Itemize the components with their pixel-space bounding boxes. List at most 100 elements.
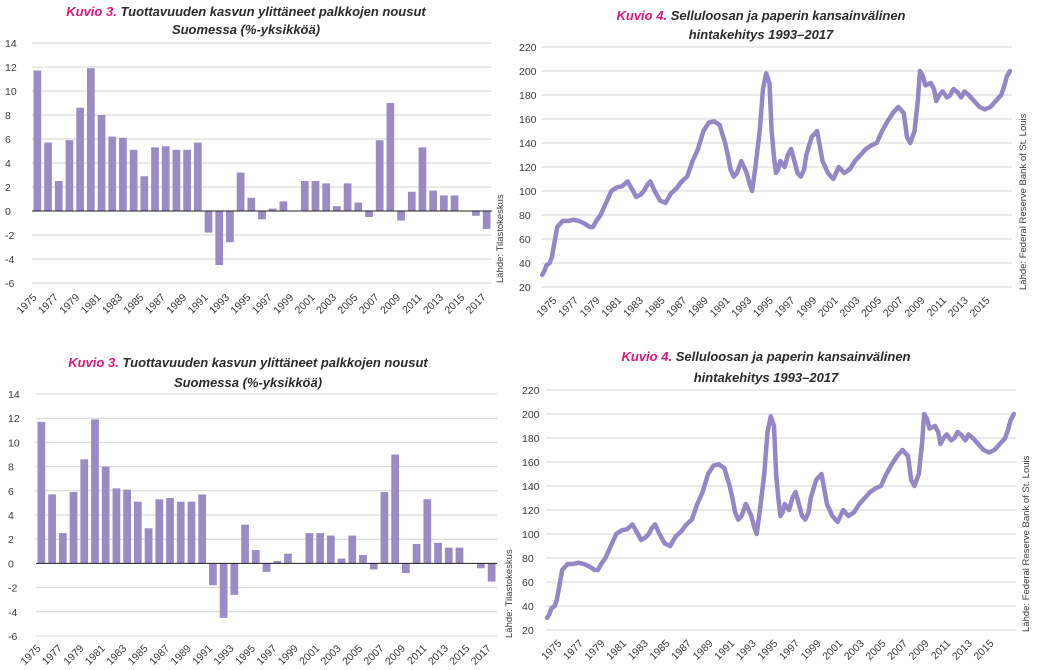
x-tick-label: 1995 [228,292,253,317]
bar-1987 [166,498,174,564]
y-tick-label: -2 [8,583,17,595]
bar-chart-top: Kuvio 3. Tuottavuuden kasvun ylittäneet … [5,4,506,317]
y-tick-label: 80 [519,210,531,222]
x-tick-label: 2015 [447,643,472,668]
x-tick-label: 2003 [842,638,867,663]
x-tick-label: 1989 [691,638,716,663]
y-tick-label: 20 [522,625,534,637]
x-tick-label: 1999 [276,643,301,668]
chart-panel-productivity-top: Kuvio 3. Tuottavuuden kasvun ylittäneet … [0,0,515,335]
bar-2004 [348,535,357,564]
y-tick-label: 60 [519,234,531,246]
x-tick-label: 2009 [907,638,932,663]
x-tick-label: 2003 [319,643,344,668]
y-tick-label: -4 [8,607,17,619]
x-tick-label: 1991 [186,292,211,317]
bar-1979 [76,107,84,211]
x-tick-label: 2015 [967,295,992,320]
y-tick-label: -6 [8,631,17,643]
x-tick-label: 1975 [539,638,564,663]
x-tick-label: 2011 [400,292,425,317]
bar-1992 [219,563,228,618]
bar-2002 [326,535,335,564]
bar-1975 [37,421,46,564]
y-tick-label: 0 [8,558,14,570]
chart-figure-number: Kuvio 4. [622,349,673,364]
x-tick-label: 2005 [335,292,360,317]
x-tick-label: 2001 [820,638,845,663]
x-tick-label: 1991 [190,643,215,668]
y-tick-label: 180 [522,433,540,445]
y-tick-label: 12 [5,62,17,74]
x-tick-label: 1997 [250,292,275,317]
bar-1976 [48,494,56,564]
bar-2005 [359,554,367,564]
x-tick-label: 2007 [881,295,906,320]
bar-2007 [375,140,384,211]
y-tick-label: 160 [522,457,540,469]
bar-2009 [397,211,405,221]
x-tick-label: 2003 [314,292,339,317]
chart-figure-number: Kuvio 4. [617,8,668,23]
bar-1990 [198,494,207,564]
x-tick-label: 1983 [104,643,129,668]
x-tick-label: 2011 [405,643,430,668]
x-tick-label: 1987 [669,638,694,663]
x-tick-label: 1975 [14,292,39,317]
bar-1990 [193,142,202,211]
x-tick-label: 1995 [751,295,776,320]
bar-1978 [65,140,74,211]
x-tick-label: 2005 [863,638,888,663]
bar-1976 [44,142,52,211]
bar-1996 [262,563,271,572]
y-tick-label: 14 [8,389,20,401]
bar-2014 [455,547,464,564]
y-tick-label: 2 [5,182,11,194]
x-tick-label: 1987 [664,295,689,320]
x-tick-label: 1995 [755,638,780,663]
chart-title: Kuvio 4. Selluloosan ja paperin kansainv… [622,349,911,364]
line-chart-top: Kuvio 4. Selluloosan ja paperin kansainv… [519,8,1029,320]
y-tick-label: 20 [519,282,531,294]
x-tick-label: 1979 [57,292,82,317]
y-tick-label: 4 [8,510,14,522]
x-tick-label: 1975 [534,295,559,320]
bar-1984 [129,149,138,211]
y-tick-label: 10 [8,437,20,449]
bar-1984 [133,501,142,564]
bar-1993 [226,211,234,243]
bar-2005 [354,202,363,211]
chart-title: Kuvio 3. Tuottavuuden kasvun ylittäneet … [68,355,428,370]
bar-2011 [418,147,427,211]
y-tick-label: 12 [8,413,20,425]
x-tick-label: 1977 [36,292,61,317]
bar-1989 [187,501,196,564]
series-line [544,411,1017,621]
x-tick-label: 1997 [773,295,798,320]
bar-1991 [209,563,217,586]
x-tick-label: 1975 [18,643,43,668]
bar-2002 [322,183,331,211]
x-tick-label: 1985 [121,292,146,317]
x-tick-label: 1981 [604,638,629,663]
bar-2013 [440,195,448,211]
x-tick-label: 1983 [626,638,651,663]
x-tick-label: 2005 [340,643,365,668]
y-tick-label: 160 [519,114,537,126]
x-tick-label: 1987 [147,643,172,668]
bar-2001 [316,533,324,564]
bar-1981 [101,466,110,564]
chart-title-line1: Tuottavuuden kasvun ylittäneet palkkojen… [117,4,427,19]
x-tick-label: 1981 [83,643,108,668]
bar-1975 [33,70,42,211]
bar-1995 [251,550,260,564]
y-tick-label: 60 [522,577,534,589]
bar-1988 [176,501,185,564]
x-tick-label: 1977 [561,638,586,663]
bar-1998 [279,201,288,211]
x-tick-label: 2013 [950,638,975,663]
bar-1982 [108,136,117,211]
y-tick-label: 8 [5,110,11,122]
chart-title-line2: hintakehitys 1993–2017 [689,27,834,42]
x-tick-label: 2001 [816,295,841,320]
